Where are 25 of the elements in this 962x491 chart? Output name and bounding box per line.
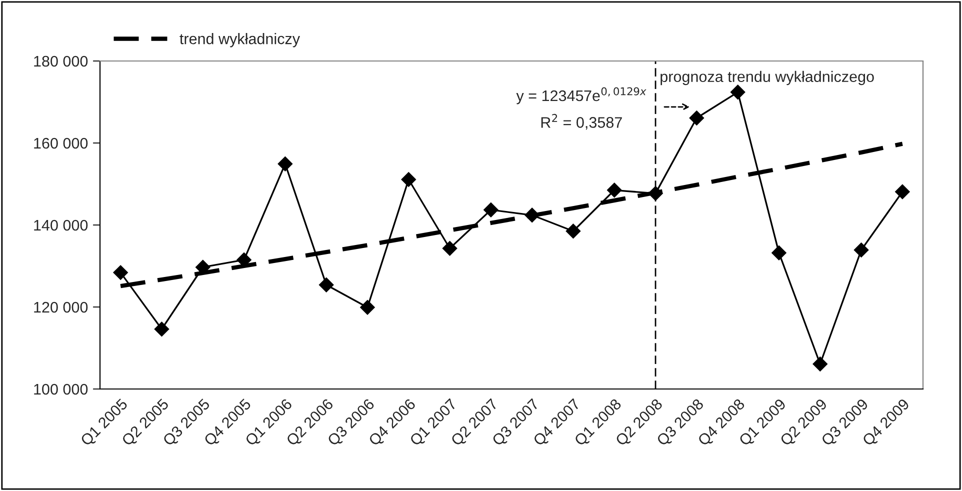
annotation: R$^{2}$ = 0,3587 [541,114,622,130]
point [113,265,128,280]
point [566,224,581,239]
point [895,184,910,200]
point [484,202,498,218]
annotation: y = 123457e$^{0,0129x}$ [516,87,646,104]
point [606,182,622,198]
point [360,300,375,315]
point [154,322,170,337]
ref-line-label: prognoza trendu wykładniczego [660,70,874,86]
y-tick-label: 180 000 [34,56,88,67]
y-tick-label: 120 000 [34,302,88,313]
point [442,240,458,256]
legend-label: trend wykładniczy [180,33,300,48]
y-tick-label: 160 000 [34,138,88,149]
point [812,356,828,372]
point [689,110,704,126]
y-tick-label: 100 000 [34,384,88,395]
point [318,277,334,292]
point [772,245,786,260]
point [401,172,416,187]
y-tick-label: 140 000 [34,220,88,231]
point [854,242,869,258]
point [278,156,293,172]
point [730,84,746,100]
